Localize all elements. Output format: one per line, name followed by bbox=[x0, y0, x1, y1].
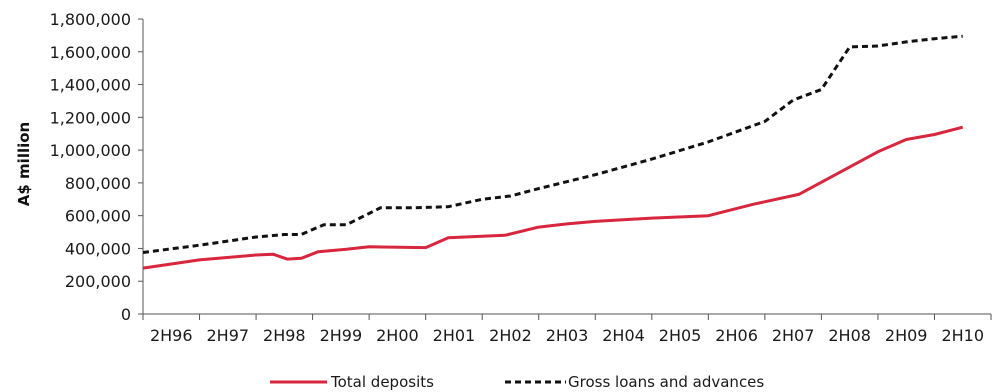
x-tick-label: 2H98 bbox=[263, 326, 306, 345]
x-tick-label: 2H09 bbox=[885, 326, 928, 345]
series-line-total-deposits bbox=[142, 125, 964, 270]
x-tick-label: 2H03 bbox=[546, 326, 589, 345]
legend-label: Total deposits bbox=[330, 373, 434, 391]
x-tick-label: 2H06 bbox=[715, 326, 758, 345]
x-tick-label: 2H05 bbox=[659, 326, 702, 345]
x-tick-label: 2H02 bbox=[489, 326, 532, 345]
x-tick-label: 2H00 bbox=[376, 326, 419, 345]
legend-label: Gross loans and advances bbox=[568, 373, 764, 391]
y-tick-label: 600,000 bbox=[65, 207, 131, 226]
y-tick-label: 1,800,000 bbox=[50, 10, 131, 29]
x-tick-label: 2H08 bbox=[828, 326, 871, 345]
y-tick-label: 1,600,000 bbox=[50, 43, 131, 62]
y-axis: 0 200,000 400,000 600,000 800,000 1,000,000 1,… bbox=[50, 10, 144, 324]
x-tick-label: 2H04 bbox=[602, 326, 645, 345]
x-tick-label: 2H01 bbox=[433, 326, 476, 345]
series-lines bbox=[142, 34, 964, 270]
x-tick-label: 2H99 bbox=[320, 326, 363, 345]
x-tick-label: 2H96 bbox=[150, 326, 193, 345]
y-tick-label: 0 bbox=[121, 305, 131, 324]
x-tick-label: 2H97 bbox=[207, 326, 250, 345]
y-tick-label: 200,000 bbox=[65, 272, 131, 291]
x-tick-label: 2H07 bbox=[772, 326, 815, 345]
legend: Total deposits Gross loans and advances bbox=[270, 373, 764, 391]
y-axis-label: A$ million bbox=[15, 122, 33, 206]
y-tick-label: 1,200,000 bbox=[50, 108, 131, 127]
x-axis: 2H96 2H97 2H98 2H99 2H00 2H01 2H02 2H03 2H04 2H05… bbox=[142, 313, 992, 345]
series-line-gross-loans-and-advances bbox=[142, 34, 963, 254]
y-tick-label: 1,400,000 bbox=[50, 76, 131, 95]
y-tick-label: 400,000 bbox=[65, 239, 131, 258]
y-tick-label: 1,000,000 bbox=[50, 141, 131, 160]
y-tick-label: 800,000 bbox=[65, 174, 131, 193]
x-tick-label: 2H10 bbox=[941, 326, 984, 345]
